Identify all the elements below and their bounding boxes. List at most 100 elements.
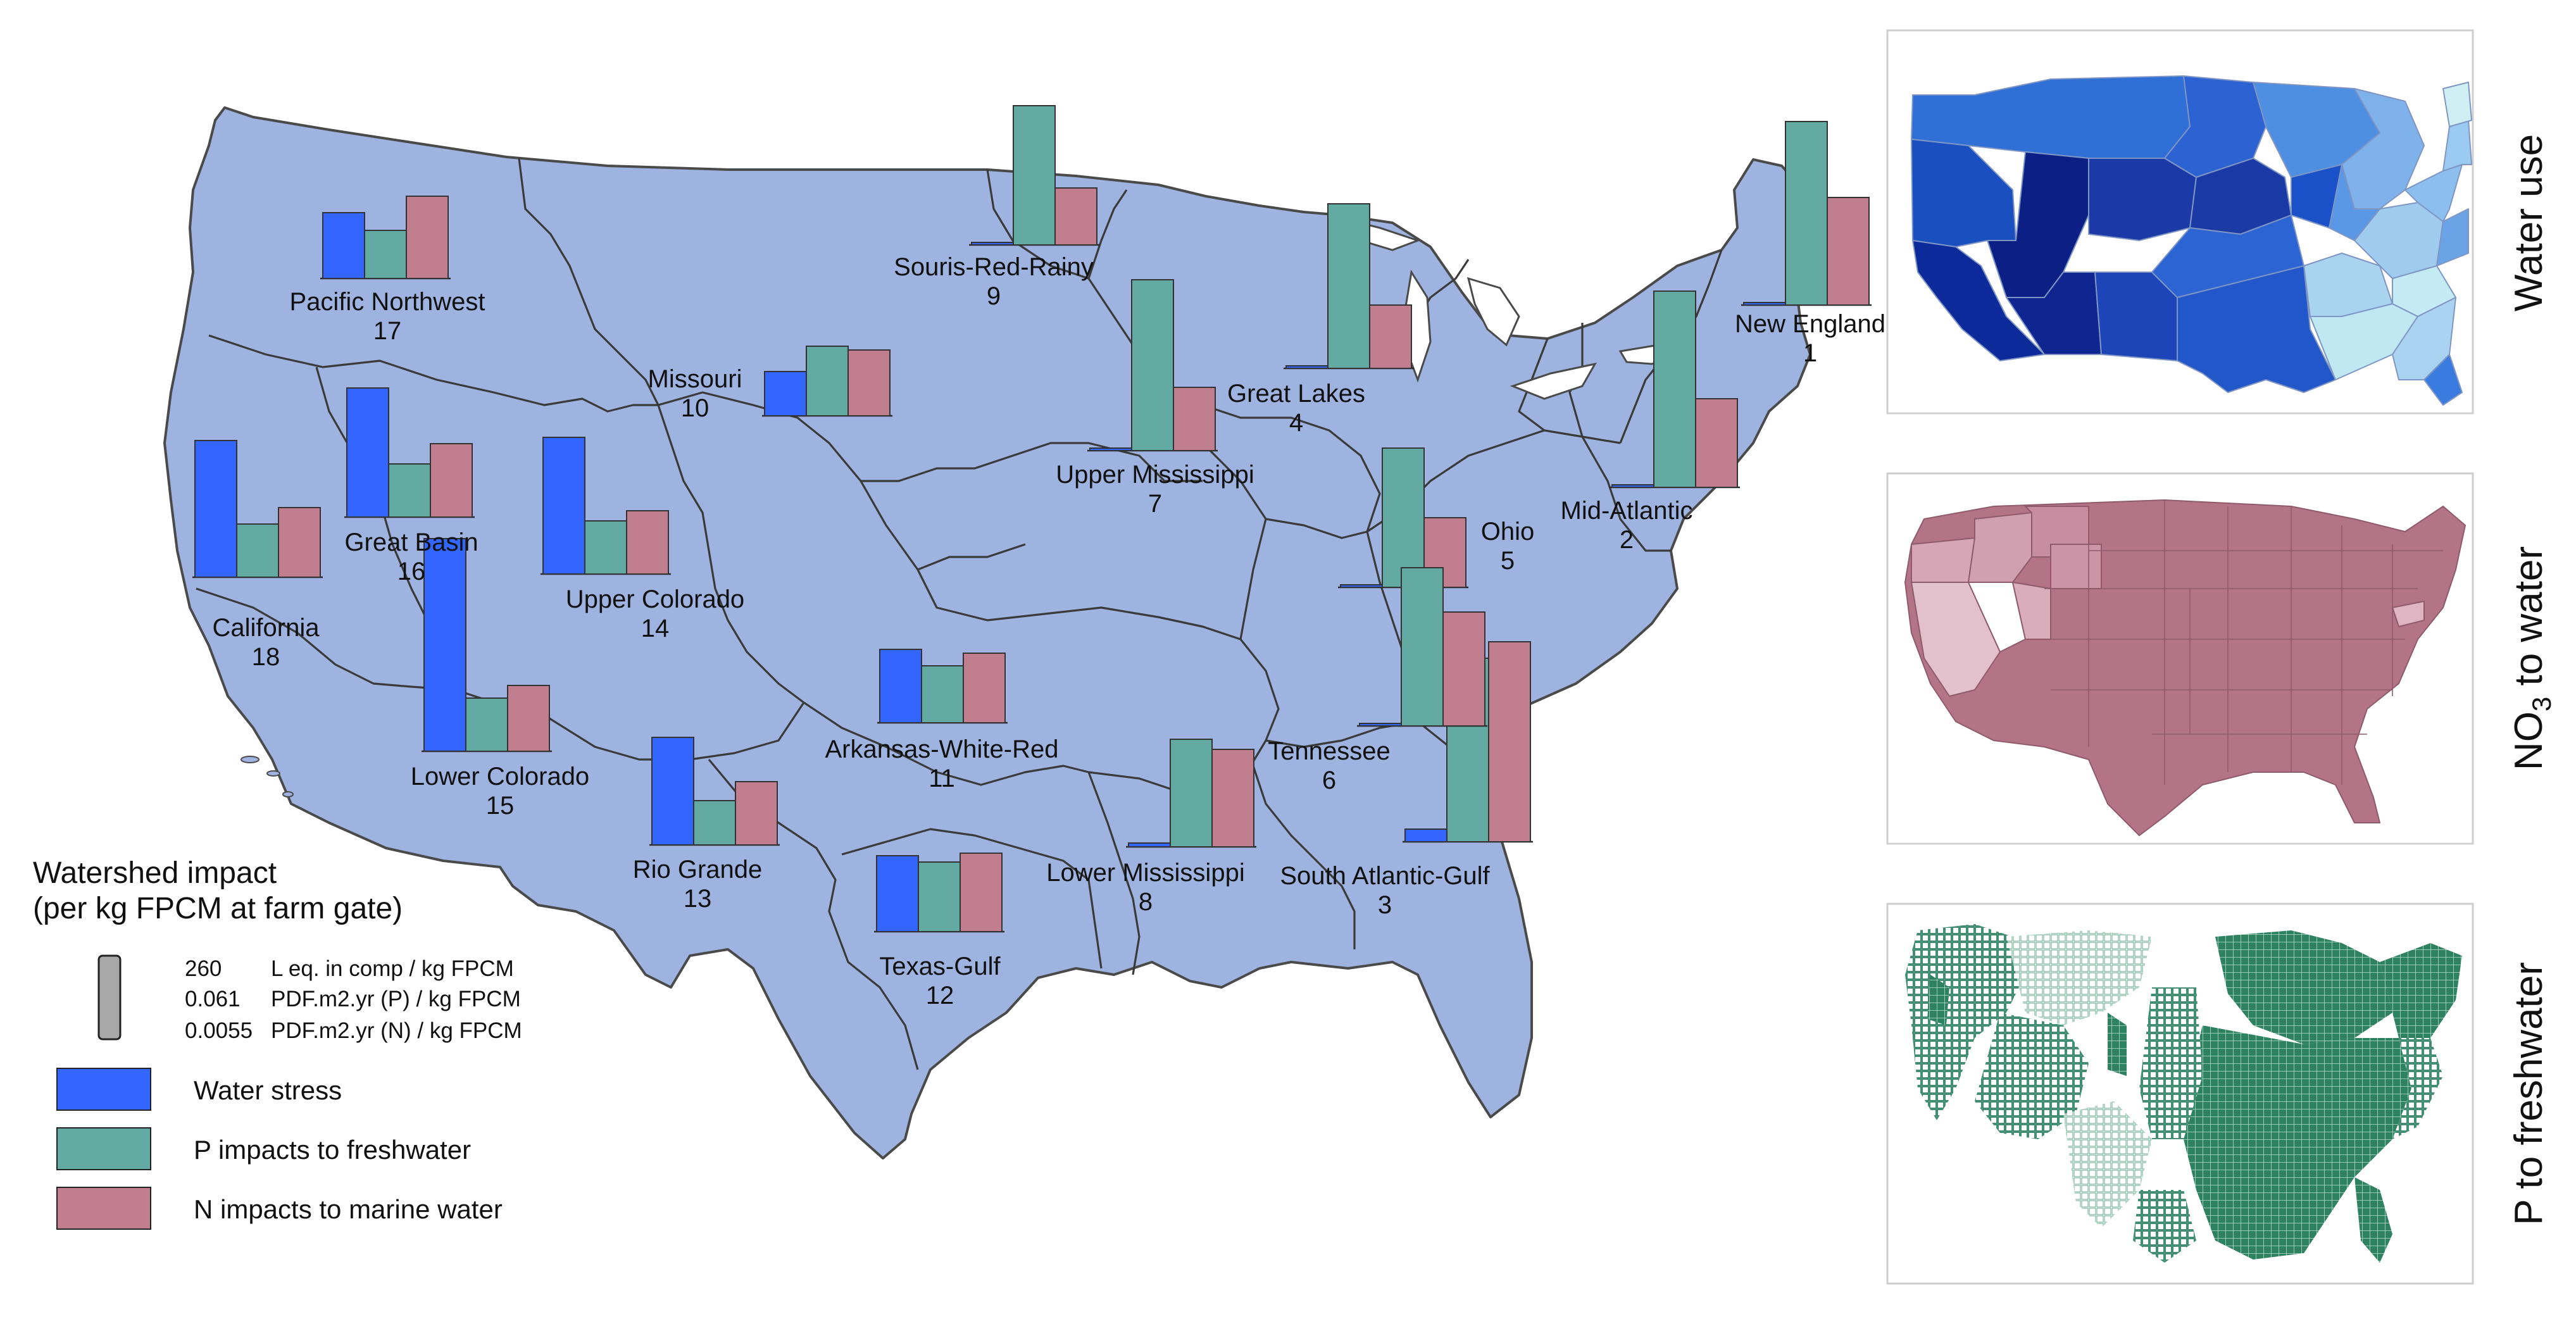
n-impacts-bar [1369, 304, 1412, 369]
watershed-name: Souris-Red-Rainy [894, 253, 1094, 281]
watershed-name: South Atlantic-Gulf [1280, 862, 1490, 890]
water-stress-bar [194, 440, 237, 578]
bar-chart-1 [1741, 121, 1872, 306]
watershed-number: 9 [987, 282, 1001, 310]
watershed-number: 14 [641, 615, 670, 642]
water-stress-bar [1285, 365, 1329, 369]
p-impacts-bar [693, 800, 736, 846]
bar-chart-17 [320, 196, 451, 280]
legend-swatch-water-stress [56, 1068, 151, 1111]
legend-scale-value-2: 0.061 [185, 987, 241, 1011]
watershed-number: 4 [1289, 409, 1303, 437]
watershed-name: Upper Mississippi [1056, 461, 1254, 489]
p-impacts-bar [1131, 279, 1174, 451]
water-stress-bar [1128, 842, 1171, 847]
n-impacts-bar [1211, 749, 1254, 847]
legend-title: Watershed impact [33, 856, 277, 890]
watershed-number: 16 [397, 558, 426, 585]
p-impacts-bar [1013, 105, 1056, 246]
watershed-number: 5 [1501, 547, 1515, 575]
watershed-name: Pacific Northwest [290, 288, 485, 316]
legend-scale-value-3: 0.0055 [185, 1018, 253, 1043]
bar-chart-12 [874, 853, 1004, 933]
bar-chart-2 [1610, 291, 1740, 489]
p-impacts-bar [1653, 291, 1696, 488]
legend-subtitle: (per kg FPCM at farm gate) [33, 892, 403, 925]
watershed-name: Rio Grande [633, 856, 763, 884]
n-impacts-bar [847, 349, 891, 416]
water-stress-bar [542, 437, 585, 575]
water-stress-bar [1743, 302, 1786, 306]
phosphorus-map [1905, 924, 2462, 1263]
bar-chart-8 [1126, 739, 1256, 848]
bar-chart-11 [877, 649, 1008, 724]
bar-chart-4 [1284, 203, 1414, 370]
p-impacts-bar [806, 346, 849, 416]
p-impacts-bar [1170, 739, 1213, 847]
watershed-number: 3 [1378, 891, 1392, 919]
n-impacts-bar [1488, 641, 1531, 842]
inset-nitrate-label: NO3 to water [2507, 546, 2556, 770]
water-stress-bar [876, 855, 919, 932]
n-impacts-bar [626, 510, 669, 575]
bar-chart-10 [762, 346, 892, 417]
bar-chart-15 [422, 538, 552, 753]
legend-swatch-p-impacts [56, 1127, 151, 1170]
n-impacts-bar [1173, 387, 1216, 451]
water-stress-bar [879, 649, 922, 723]
p-impacts-bar [388, 463, 431, 518]
bar-chart-14 [541, 437, 671, 575]
legend-scale-unit-1: L eq. in comp / kg FPCM [271, 956, 514, 981]
legend-label-water-stress: Water stress [194, 1075, 342, 1105]
n-impacts-bar [1442, 611, 1485, 727]
watershed-number: 15 [486, 792, 515, 820]
p-impacts-bar [364, 230, 407, 279]
watershed-name: Arkansas-White-Red [825, 735, 1058, 763]
watershed-name: Lower Mississippi [1046, 859, 1244, 887]
legend-swatch-n-impacts [56, 1187, 151, 1230]
watershed-name: Lower Colorado [411, 763, 589, 791]
p-impacts-bar [1327, 203, 1370, 369]
n-impacts-bar [735, 781, 778, 846]
inset-water-use-label: Water use [2507, 134, 2551, 311]
water-stress-bar [651, 737, 694, 846]
legend-scale-bar [97, 954, 122, 1041]
n-impacts-bar [278, 507, 321, 578]
watershed-number: 11 [928, 765, 955, 792]
nitrate-map [1904, 499, 2466, 836]
bar-chart-18 [192, 440, 323, 578]
watershed-number: 13 [684, 885, 712, 913]
n-impacts-bar [406, 196, 449, 279]
water-stress-bar [1404, 828, 1447, 842]
legend-scale-unit-2: PDF.m2.yr (P) / kg FPCM [271, 987, 521, 1011]
water-stress-bar [423, 538, 466, 752]
p-impacts-bar [465, 697, 508, 752]
bar-chart-9 [969, 105, 1099, 246]
watershed-number: 1 [1803, 339, 1817, 367]
watershed-name: Great Lakes [1227, 380, 1365, 408]
bar-chart-7 [1087, 279, 1218, 452]
watershed-name: Missouri [648, 365, 742, 393]
legend-label-n-impacts: N impacts to marine water [194, 1194, 503, 1224]
watershed-bar-charts [192, 105, 1872, 933]
water-stress-bar [346, 387, 389, 518]
watershed-name: California [213, 614, 320, 642]
bar-chart-6 [1357, 567, 1487, 727]
n-impacts-bar [507, 685, 550, 752]
n-impacts-bar [1054, 187, 1097, 246]
p-impacts-bar [1785, 121, 1828, 306]
watershed-name: New England [1735, 310, 1885, 338]
legend-scale-value-1: 260 [185, 956, 222, 981]
water-stress-bar [971, 242, 1014, 246]
n-impacts-bar [1695, 398, 1738, 488]
p-impacts-bar [1401, 567, 1444, 727]
n-impacts-bar [430, 443, 473, 518]
n-impacts-bar [963, 653, 1006, 723]
water-use-map [1911, 75, 2472, 406]
n-impacts-bar [1827, 197, 1870, 306]
inset-phosphorus-label: P to freshwater [2507, 962, 2551, 1225]
bar-chart-13 [649, 737, 780, 846]
p-impacts-bar [1382, 447, 1425, 588]
